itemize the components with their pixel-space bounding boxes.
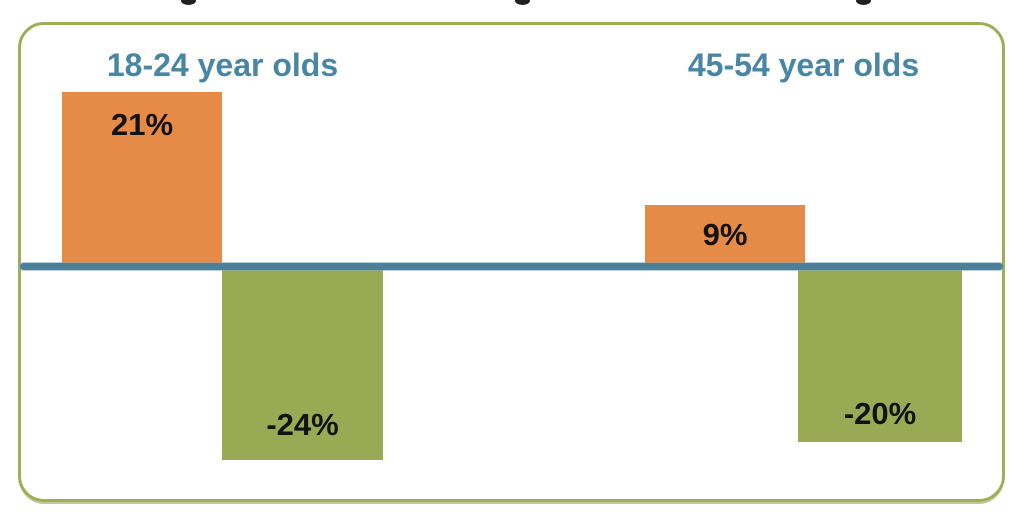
- bar-value-label: -20%: [843, 396, 917, 431]
- cropped-title-descender-icon: [856, 0, 871, 5]
- zero-axis-line: [20, 263, 1003, 270]
- bar-45-54-negative: -20%: [798, 269, 962, 442]
- group-label-45-54: 45-54 year olds: [687, 47, 920, 83]
- bar-18-24-positive: 21%: [62, 92, 222, 264]
- cropped-title-descender-icon: [181, 0, 196, 5]
- cropped-title-descender-icon: [515, 0, 530, 5]
- bar-18-24-negative: -24%: [222, 269, 383, 460]
- bar-value-label: 9%: [702, 217, 748, 252]
- bar-45-54-positive: 9%: [645, 205, 805, 264]
- bar-value-label: -24%: [266, 407, 339, 442]
- chart-frame: [18, 22, 1005, 502]
- group-label-18-24: 18-24 year olds: [106, 47, 339, 83]
- bar-value-label: 21%: [110, 107, 174, 142]
